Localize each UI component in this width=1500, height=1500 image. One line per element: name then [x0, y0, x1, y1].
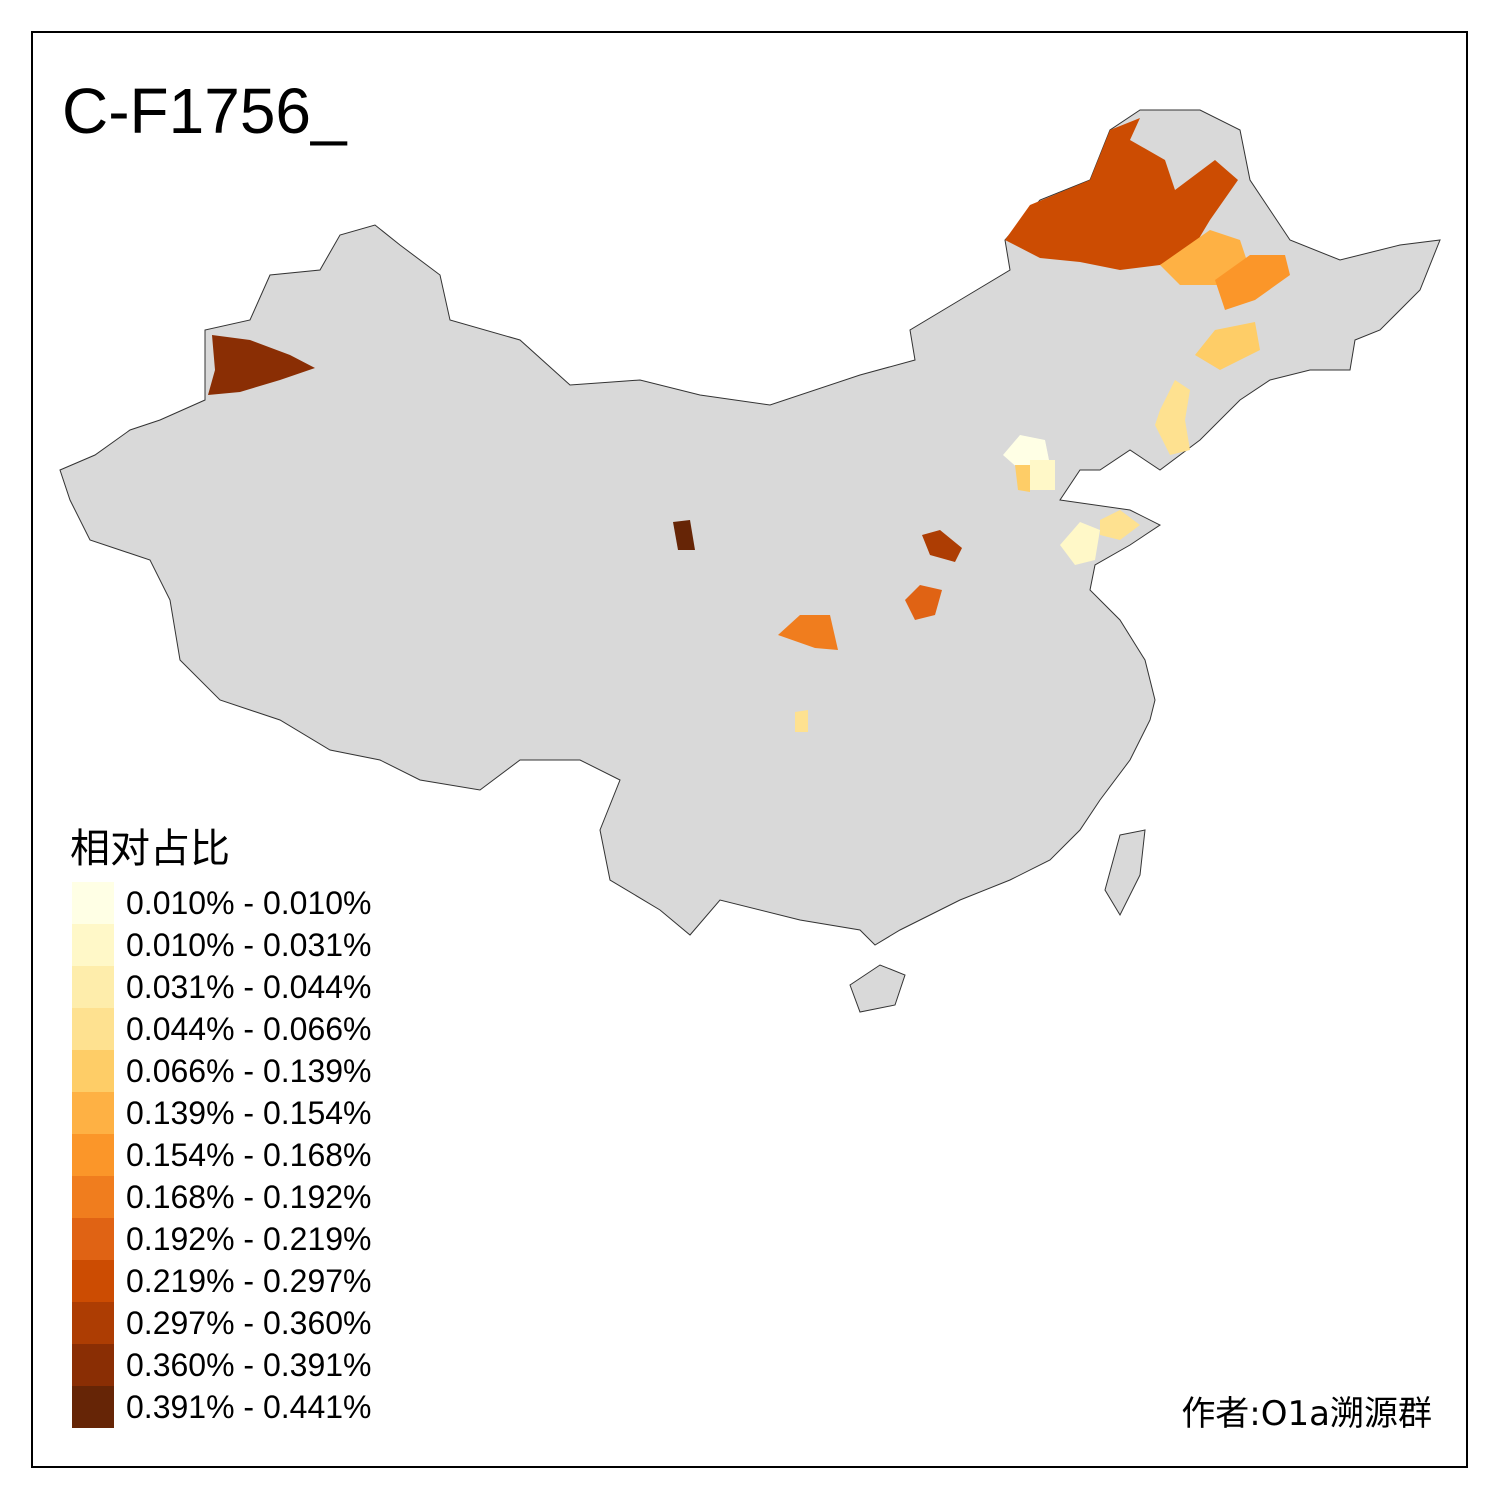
map-frame	[31, 31, 1468, 1468]
legend-label: 0.391% - 0.441%	[126, 1388, 372, 1425]
legend-swatch	[72, 1008, 114, 1050]
legend-title: 相对占比	[70, 826, 230, 872]
legend-item: 0.168% - 0.192%	[72, 1176, 372, 1218]
legend-swatch	[72, 966, 114, 1008]
legend-swatch	[72, 1302, 114, 1344]
legend-item: 0.044% - 0.066%	[72, 1008, 372, 1050]
author-credit: 作者:O1a溯源群	[1181, 1394, 1432, 1434]
region-shandong-a	[1060, 522, 1100, 565]
legend-swatch	[72, 1386, 114, 1428]
region-xinjiang-west	[208, 335, 315, 395]
legend-item: 0.219% - 0.297%	[72, 1260, 372, 1302]
region-shandong-b	[1100, 510, 1140, 540]
region-inner-mongolia-northeast	[1005, 118, 1238, 270]
legend-label: 0.139% - 0.154%	[126, 1094, 372, 1131]
legend-swatch	[72, 882, 114, 924]
legend-item: 0.139% - 0.154%	[72, 1092, 372, 1134]
legend-item: 0.192% - 0.219%	[72, 1218, 372, 1260]
legend-label: 0.010% - 0.031%	[126, 926, 372, 963]
legend-label: 0.360% - 0.391%	[126, 1346, 372, 1383]
region-hebei-small	[1015, 465, 1030, 492]
legend-label: 0.154% - 0.168%	[126, 1136, 372, 1173]
legend-label: 0.219% - 0.297%	[126, 1262, 372, 1299]
legend-item: 0.297% - 0.360%	[72, 1302, 372, 1344]
taiwan-island	[1104, 829, 1146, 917]
legend-label: 0.031% - 0.044%	[126, 968, 372, 1005]
region-qinghai	[673, 520, 695, 550]
region-sichuan	[795, 710, 808, 732]
legend-swatch	[72, 1218, 114, 1260]
legend-item: 0.010% - 0.031%	[72, 924, 372, 966]
legend-label: 0.168% - 0.192%	[126, 1178, 372, 1215]
legend-swatch	[72, 1050, 114, 1092]
legend-swatch	[72, 1176, 114, 1218]
legend-label: 0.044% - 0.066%	[126, 1010, 372, 1047]
hainan-island	[849, 964, 906, 1013]
legend-item: 0.360% - 0.391%	[72, 1344, 372, 1386]
region-liaoning	[1155, 380, 1190, 455]
legend-item: 0.031% - 0.044%	[72, 966, 372, 1008]
legend-item: 0.154% - 0.168%	[72, 1134, 372, 1176]
legend: 0.010% - 0.010% 0.010% - 0.031% 0.031% - 0…	[72, 882, 372, 1428]
legend-swatch	[72, 1134, 114, 1176]
region-henan	[905, 585, 942, 620]
legend-label: 0.066% - 0.139%	[126, 1052, 372, 1089]
legend-label: 0.010% - 0.010%	[126, 884, 372, 921]
legend-item: 0.066% - 0.139%	[72, 1050, 372, 1092]
region-heilongjiang-b	[1215, 255, 1290, 310]
china-mainland	[59, 109, 1441, 946]
legend-item: 0.391% - 0.441%	[72, 1386, 372, 1428]
legend-label: 0.192% - 0.219%	[126, 1220, 372, 1257]
legend-item: 0.010% - 0.010%	[72, 882, 372, 924]
region-shanxi	[922, 530, 962, 562]
region-tianjin	[1030, 460, 1055, 490]
legend-swatch	[72, 1344, 114, 1386]
map-title: C-F1756_	[62, 75, 347, 147]
highlighted-regions	[208, 118, 1290, 732]
region-shaanxi-gansu	[778, 615, 838, 650]
legend-label: 0.297% - 0.360%	[126, 1304, 372, 1341]
legend-swatch	[72, 924, 114, 966]
region-jilin	[1195, 322, 1260, 370]
legend-swatch	[72, 1092, 114, 1134]
legend-swatch	[72, 1260, 114, 1302]
